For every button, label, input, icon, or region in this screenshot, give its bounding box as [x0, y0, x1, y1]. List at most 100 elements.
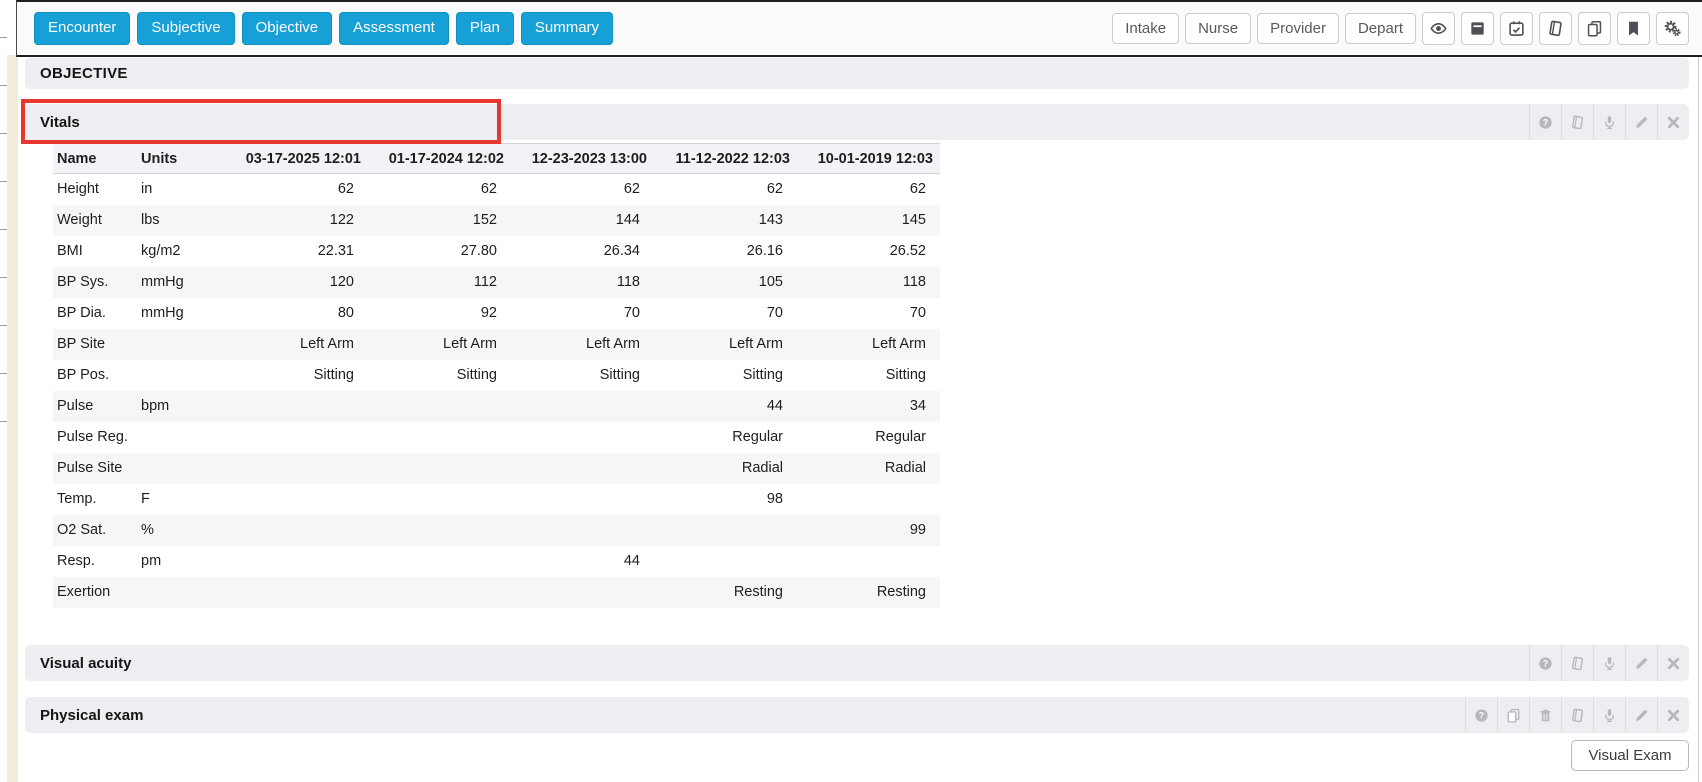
nav-encounter-button[interactable]: Encounter: [34, 12, 130, 45]
vital-units: [141, 360, 225, 391]
nav-summary-button[interactable]: Summary: [521, 12, 613, 45]
vital-value: 62: [225, 174, 368, 205]
navbar-right-tools: IntakeNurseProviderDepart: [1112, 12, 1689, 45]
vital-value: [368, 453, 511, 484]
objective-section-header: OBJECTIVE: [25, 58, 1689, 89]
vital-value: 105: [654, 267, 797, 298]
vital-name: O2 Sat.: [53, 515, 141, 546]
vital-name: Temp.: [53, 484, 141, 515]
vital-name: BMI: [53, 236, 141, 267]
vitals-row-pulse-site: Pulse SiteRadialRadial: [53, 453, 940, 484]
nav-assessment-button[interactable]: Assessment: [339, 12, 449, 45]
vital-value: Sitting: [797, 360, 940, 391]
vital-value: 144: [511, 205, 654, 236]
copy-icon[interactable]: [1578, 12, 1611, 45]
vital-value: Regular: [654, 422, 797, 453]
vital-value: [511, 577, 654, 608]
vital-name: Resp.: [53, 546, 141, 577]
vital-name: BP Pos.: [53, 360, 141, 391]
visual-acuity-book-icon[interactable]: [1561, 645, 1593, 681]
vital-value: 120: [225, 267, 368, 298]
calendar-check-icon[interactable]: [1500, 12, 1533, 45]
nav-intake-button[interactable]: Intake: [1112, 13, 1179, 44]
eye-icon[interactable]: [1422, 12, 1455, 45]
vitals-microphone-icon[interactable]: [1593, 104, 1625, 140]
physical-exam-section-header[interactable]: Physical exam: [25, 697, 1689, 733]
nav-provider-button[interactable]: Provider: [1257, 13, 1339, 44]
encounter-navbar: EncounterSubjectiveObjectiveAssessmentPl…: [16, 0, 1702, 57]
visual-acuity-close-icon[interactable]: [1657, 645, 1689, 681]
calendar-slot-tick: [0, 229, 7, 230]
gears-icon[interactable]: [1656, 12, 1689, 45]
vital-units: lbs: [141, 205, 225, 236]
visual-acuity-microphone-icon[interactable]: [1593, 645, 1625, 681]
vital-value: [511, 391, 654, 422]
visual-acuity-title: Visual acuity: [40, 655, 131, 672]
calendar-slot-tick: [0, 181, 7, 182]
vital-value: 26.52: [797, 236, 940, 267]
vital-units: bpm: [141, 391, 225, 422]
vital-value: 27.80: [368, 236, 511, 267]
vitals-close-icon[interactable]: [1657, 104, 1689, 140]
vitals-section-header[interactable]: Vitals: [25, 104, 1689, 140]
physical-exam-close-icon[interactable]: [1657, 697, 1689, 733]
encounter-nav-buttons: EncounterSubjectiveObjectiveAssessmentPl…: [34, 12, 613, 45]
vital-name: BP Site: [53, 329, 141, 360]
vital-value: [225, 453, 368, 484]
vitals-pencil-icon[interactable]: [1625, 104, 1657, 140]
vitals-row-bp-site: BP SiteLeft ArmLeft ArmLeft ArmLeft ArmL…: [53, 329, 940, 360]
archive-icon[interactable]: [1461, 12, 1494, 45]
vital-value: 34: [797, 391, 940, 422]
vitals-column-header: 12-23-2023 13:00: [511, 144, 654, 174]
vital-value: Left Arm: [225, 329, 368, 360]
visual-exam-button[interactable]: Visual Exam: [1571, 740, 1689, 771]
vital-units: in: [141, 174, 225, 205]
physical-exam-microphone-icon[interactable]: [1593, 697, 1625, 733]
bookmark-icon[interactable]: [1617, 12, 1650, 45]
physical-exam-header-icons: [1465, 697, 1689, 733]
vitals-column-header: 10-01-2019 12:03: [797, 144, 940, 174]
nav-subjective-button[interactable]: Subjective: [137, 12, 234, 45]
vital-value: Radial: [654, 453, 797, 484]
physical-exam-book-icon[interactable]: [1561, 697, 1593, 733]
vitals-help-icon[interactable]: [1529, 104, 1561, 140]
vital-value: [368, 577, 511, 608]
vital-value: [797, 546, 940, 577]
physical-exam-help-icon[interactable]: [1465, 697, 1497, 733]
vital-value: 92: [368, 298, 511, 329]
vital-value: 98: [654, 484, 797, 515]
nav-depart-button[interactable]: Depart: [1345, 13, 1416, 44]
nav-plan-button[interactable]: Plan: [456, 12, 514, 45]
book-icon[interactable]: [1539, 12, 1572, 45]
visual-acuity-pencil-icon[interactable]: [1625, 645, 1657, 681]
objective-heading: OBJECTIVE: [40, 65, 128, 82]
vitals-column-header: Name: [53, 144, 141, 174]
vitals-row-pulse: Pulsebpm4434: [53, 391, 940, 422]
vitals-row-bmi: BMIkg/m222.3127.8026.3426.1626.52: [53, 236, 940, 267]
vitals-book-icon[interactable]: [1561, 104, 1593, 140]
vital-value: [654, 515, 797, 546]
vital-value: 62: [654, 174, 797, 205]
nav-objective-button[interactable]: Objective: [242, 12, 333, 45]
visual-acuity-help-icon[interactable]: [1529, 645, 1561, 681]
physical-exam-copy-icon[interactable]: [1497, 697, 1529, 733]
vital-value: 143: [654, 205, 797, 236]
vital-name: BP Sys.: [53, 267, 141, 298]
visual-acuity-section-header[interactable]: Visual acuity: [25, 645, 1689, 681]
calendar-slot-tick: [0, 277, 7, 278]
vital-value: 62: [511, 174, 654, 205]
vitals-row-resp: Resp.pm44: [53, 546, 940, 577]
vital-value: Sitting: [511, 360, 654, 391]
vitals-column-header: 11-12-2022 12:03: [654, 144, 797, 174]
vital-value: [368, 422, 511, 453]
vital-value: Regular: [797, 422, 940, 453]
vitals-row-bp-dia: BP Dia.mmHg8092707070: [53, 298, 940, 329]
vital-value: 22.31: [225, 236, 368, 267]
vital-units: mmHg: [141, 298, 225, 329]
vitals-row-exertion: ExertionRestingResting: [53, 577, 940, 608]
physical-exam-pencil-icon[interactable]: [1625, 697, 1657, 733]
vital-units: mmHg: [141, 267, 225, 298]
vital-value: 112: [368, 267, 511, 298]
nav-nurse-button[interactable]: Nurse: [1185, 13, 1251, 44]
physical-exam-trash-icon[interactable]: [1529, 697, 1561, 733]
